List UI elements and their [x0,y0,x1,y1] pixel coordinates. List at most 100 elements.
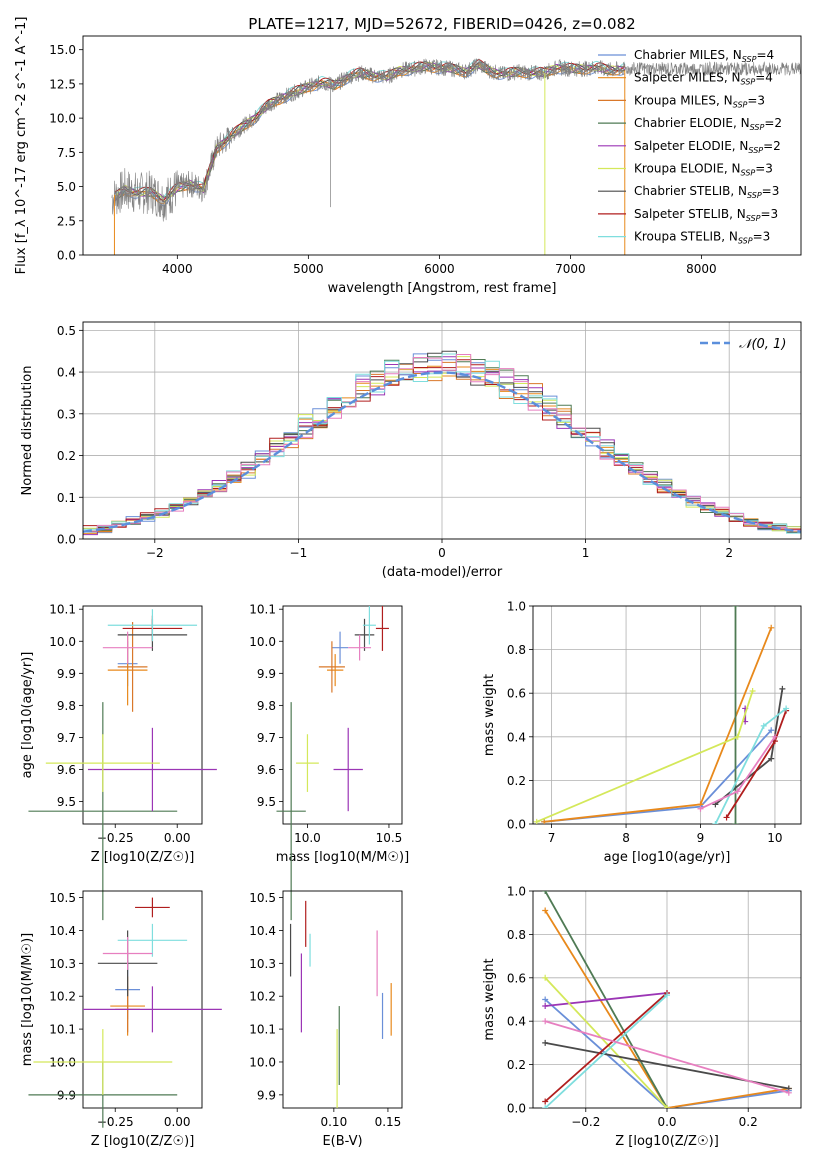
y-tick-label: 0.0 [507,818,526,832]
y-tick-label: 0.4 [57,366,76,380]
x-tick-label: 8000 [686,262,717,276]
legend-entry-salpeter-elodie: Salpeter ELODIE, NSSP=2 [634,139,781,155]
x-axis-label: age [log10(age/yr)] [604,850,731,865]
y-tick-label: 9.5 [257,795,276,809]
legend-entry-salpeter-stelib: Salpeter STELIB, NSSP=3 [634,207,778,223]
y-tick-label: 10.1 [249,1023,276,1037]
x-tick-label: −0.25 [97,1115,134,1129]
weight-marker [542,1039,549,1046]
x-tick-label: 7 [548,831,556,845]
weight-marker [734,788,741,795]
age-vs-Z-panel: −0.25 0.00 9.5 9.6 9.7 9.8 9.9 10.0 10.1 Z [log10… [20,603,217,921]
weight-line [714,707,787,824]
legend-entry-chabrier-miles: Chabrier MILES, NSSP=4 [634,48,774,64]
weight-marker [533,818,540,824]
y-tick-label: 0.8 [507,643,526,657]
y-axis-label: Normed distribution [20,366,35,496]
y-tick-label: 10.0 [249,1055,276,1069]
histogram-step-line [83,350,801,533]
y-tick-label: 0.2 [507,1058,526,1072]
weight-marker [771,733,778,740]
y-tick-label: 9.5 [57,795,76,809]
model-line-kroupa-elodie [114,61,626,202]
weight-line [544,910,789,1108]
axes-frame [532,605,802,825]
weight-marker [723,814,730,821]
spectrum-panel: 4000 5000 6000 7000 8000 0.0 2.5 5.0 7.5 10.0 12.5… [14,17,802,296]
y-tick-label: 0.6 [507,687,526,701]
weight-line [544,992,668,1103]
residuals-panel: −2 −1 0 1 2 0.0 0.1 0.2 0.3 0.4 0.5 (data-model)/er… [20,321,802,580]
y-tick-label: 9.8 [257,699,276,713]
y-axis-label: Flux [f_λ 10^-17 erg cm^-2 s^-1 A^-1] [14,17,29,275]
x-tick-label: 0.2 [739,1115,758,1129]
spectrum-legend: Chabrier MILES, NSSP=4 Salpeter MILES, NS… [598,48,782,246]
x-tick-label: −0.2 [571,1115,600,1129]
y-tick-label: 0.5 [57,324,76,338]
x-tick-label: 0.15 [375,1115,402,1129]
x-tick-label: 0 [438,546,446,560]
figure-title: PLATE=1217, MJD=52672, FIBERID=0426, z=0… [248,15,635,33]
weight-marker [542,1018,549,1025]
y-tick-label: 9.9 [257,667,276,681]
weight-line [545,992,668,1007]
x-tick-label: 8 [622,831,630,845]
y-axis-label: age [log10(age/yr)] [20,652,35,779]
weight-marker [664,1105,670,1108]
y-tick-label: 9.6 [57,763,76,777]
weight-vs-age-panel: 7 8 9 10 0.0 0.2 0.4 0.6 0.8 1.0 age [log10(age/yr… [482,600,802,865]
model-line-kroupa-miles [114,63,625,201]
y-tick-label: 10.2 [49,990,76,1004]
x-axis-label: Z [log10(Z/Z☉)] [91,850,195,865]
legend-entry-kroupa-elodie: Kroupa ELODIE, NSSP=3 [634,162,773,178]
x-tick-label: 0.00 [164,1115,191,1129]
x-tick-label: 4000 [162,262,193,276]
x-tick-label: −0.25 [97,831,134,845]
x-tick-label: 6000 [424,262,455,276]
y-tick-label: 5.0 [57,180,76,194]
weight-vs-age-plot-area [533,606,790,824]
x-tick-label: 10.0 [294,831,321,845]
y-tick-label: 12.5 [49,77,76,91]
x-tick-label: 0.0 [657,1115,676,1129]
y-tick-label: 0.3 [57,407,76,421]
y-tick-label: 0.0 [57,533,76,547]
weight-marker [779,685,786,692]
weight-line [544,729,772,823]
axes-frame [82,605,203,825]
axes-frame [82,890,203,1109]
weight-line [544,998,789,1108]
x-tick-label: 7000 [555,262,586,276]
y-tick-label: 10.5 [249,891,276,905]
panels: 4000 5000 6000 7000 80000.02.55.07.510.012.5… [14,17,802,1149]
weight-marker [542,1003,549,1010]
weight-vs-Z-plot-area [542,891,792,1108]
weight-marker [768,727,775,734]
y-tick-label: 0.4 [507,730,526,744]
y-tick-label: 9.9 [57,667,76,681]
weight-marker [541,818,548,824]
y-axis-label: mass [log10(M/M☉)] [20,933,35,1066]
mass-vs-EBV-panel: 0.10 0.15 9.9 10.0 10.1 10.2 10.3 10.4 10.5 E(B-V… [249,890,403,1149]
weight-marker [542,891,549,894]
weight-marker [697,805,704,812]
weight-marker [783,705,790,712]
legend-entry-kroupa-stelib: Kroupa STELIB, NSSP=3 [634,230,770,246]
axes-frame [282,890,403,1109]
x-axis-label: mass [log10(M/M☉)] [276,850,409,865]
y-axis-label: mass weight [482,674,497,756]
y-tick-label: 10.3 [49,957,76,971]
x-tick-label: 2 [725,546,733,560]
y-tick-label: 9.7 [57,731,76,745]
weight-marker [749,688,756,695]
weight-marker [785,1089,792,1096]
weight-marker [542,1098,549,1105]
y-tick-label: 0.0 [507,1102,526,1116]
y-tick-label: 1.0 [507,600,526,614]
legend-entry-salpeter-miles: Salpeter MILES, NSSP=4 [634,71,773,87]
histogram-step-line [83,354,801,533]
weight-line [544,994,668,1108]
x-axis-label: wavelength [Angstrom, rest frame] [328,281,557,296]
y-tick-label: 1.0 [507,885,526,899]
weight-line [544,977,668,1108]
